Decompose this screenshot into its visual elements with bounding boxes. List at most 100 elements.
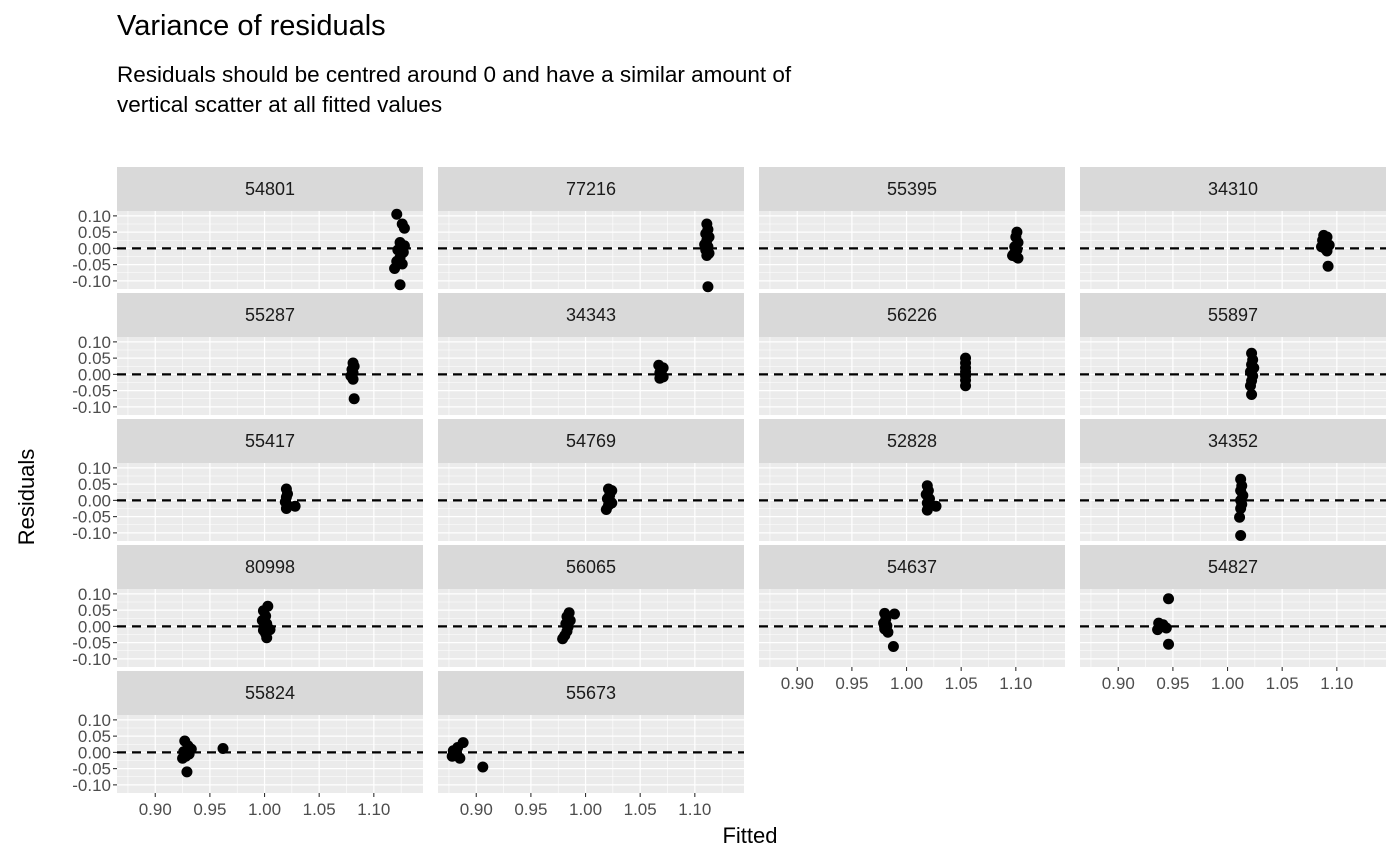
- panel-background: [1080, 337, 1386, 415]
- x-tick-label: 1.10: [357, 800, 390, 819]
- data-point: [889, 608, 901, 620]
- facet-strip: [438, 545, 744, 589]
- facet-panel-80998: 80998 -0.10-0.050.000.050.10: [72, 545, 423, 669]
- facet-panel-34343: 34343: [438, 293, 744, 415]
- facet-strip: [759, 545, 1065, 589]
- x-axis-title: Fitted: [722, 823, 777, 848]
- data-point: [1322, 260, 1334, 272]
- data-point: [1163, 638, 1175, 650]
- facet-strip-label: 52828: [887, 431, 937, 451]
- data-point: [289, 500, 301, 512]
- x-tick-label: 1.10: [999, 674, 1032, 693]
- data-point: [391, 208, 403, 220]
- panel-background: [438, 211, 744, 289]
- data-point: [1235, 503, 1247, 514]
- facet-panel-55287: 55287 -0.10-0.050.000.050.10: [72, 293, 423, 417]
- data-point: [930, 500, 942, 512]
- facet-strip-label: 54801: [245, 179, 295, 199]
- facet-strip-label: 55824: [245, 683, 295, 703]
- facet-strip: [1080, 167, 1386, 211]
- facet-strip-label: 54769: [566, 431, 616, 451]
- y-tick-label: -0.10: [72, 272, 111, 291]
- y-tick-label: -0.10: [72, 650, 111, 669]
- data-point: [181, 766, 193, 778]
- facet-panel-34352: 34352: [1080, 419, 1386, 541]
- facet-strip: [1080, 545, 1386, 589]
- facet-strip-label: 56065: [566, 557, 616, 577]
- facet-strip: [438, 419, 744, 463]
- facet-strip: [759, 293, 1065, 337]
- y-tick-label: 0.10: [78, 459, 111, 478]
- x-tick-label: 0.95: [514, 800, 547, 819]
- y-tick-label: -0.05: [72, 256, 111, 275]
- facet-strip: [117, 167, 423, 211]
- facet-strip: [117, 545, 423, 589]
- data-point: [347, 373, 359, 385]
- x-tick-label: 0.90: [460, 800, 493, 819]
- facet-panel-77216: 77216: [438, 167, 744, 293]
- panel-background: [117, 337, 423, 415]
- y-tick-label: 0.00: [78, 743, 111, 762]
- y-tick-label: 0.10: [78, 585, 111, 604]
- y-tick-label: -0.10: [72, 398, 111, 417]
- panel-background: [759, 463, 1065, 541]
- data-point: [348, 393, 360, 405]
- facet-strip-label: 55417: [245, 431, 295, 451]
- x-tick-label: 0.90: [781, 674, 814, 693]
- facet-panel-55673: 55673 0.90 0.95 1.00 1.05 1.10: [438, 671, 744, 819]
- x-tick-label: 0.90: [139, 800, 172, 819]
- facet-panel-55824: 55824 -0.10-0.050.000.050.10 0.90 0.95 1.00 1…: [72, 671, 423, 819]
- x-tick-label: 1.00: [569, 800, 602, 819]
- data-point: [457, 737, 469, 749]
- y-tick-label: 0.00: [78, 617, 111, 636]
- y-tick-label: 0.05: [78, 727, 111, 746]
- y-tick-label: 0.10: [78, 333, 111, 352]
- y-tick-label: -0.05: [72, 382, 111, 401]
- x-tick-label: 1.00: [1211, 674, 1244, 693]
- facet-strip-label: 54637: [887, 557, 937, 577]
- panel-background: [438, 715, 744, 793]
- y-axis-title: Residuals: [14, 449, 39, 546]
- x-tick-label: 1.05: [1266, 674, 1299, 693]
- x-tick-label: 1.00: [248, 800, 281, 819]
- data-point: [1152, 624, 1164, 636]
- x-tick-label: 1.10: [1320, 674, 1353, 693]
- y-tick-label: 0.10: [78, 207, 111, 226]
- facet-strip: [438, 167, 744, 211]
- facet-strip: [117, 419, 423, 463]
- data-point: [887, 641, 899, 653]
- y-tick-label: -0.10: [72, 776, 111, 795]
- y-tick-label: -0.05: [72, 760, 111, 779]
- x-tick-label: 1.05: [945, 674, 978, 693]
- y-tick-label: 0.00: [78, 491, 111, 510]
- facet-strip: [1080, 293, 1386, 337]
- facet-panel-54801: 54801 -0.10-0.050.000.050.10: [72, 167, 423, 291]
- panel-background: [759, 337, 1065, 415]
- data-point: [217, 742, 229, 754]
- data-point: [1007, 250, 1019, 262]
- panel-background: [438, 337, 744, 415]
- data-point: [398, 240, 410, 252]
- y-tick-label: -0.05: [72, 634, 111, 653]
- facet-strip-label: 55897: [1208, 305, 1258, 325]
- data-point: [1234, 511, 1246, 523]
- facet-strip: [117, 293, 423, 337]
- data-point: [1235, 529, 1247, 541]
- facet-strip-label: 77216: [566, 179, 616, 199]
- y-tick-label: 0.10: [78, 711, 111, 730]
- y-tick-label: -0.10: [72, 524, 111, 543]
- facet-strip-label: 80998: [245, 557, 295, 577]
- facet-strip: [117, 671, 423, 715]
- data-point: [454, 752, 466, 764]
- facet-panel-34310: 34310: [1080, 167, 1386, 289]
- x-tick-label: 1.05: [303, 800, 336, 819]
- panel-background: [438, 589, 744, 667]
- y-tick-label: 0.05: [78, 349, 111, 368]
- data-point: [477, 761, 489, 773]
- panel-background: [1080, 589, 1386, 667]
- x-tick-label: 0.90: [1102, 674, 1135, 693]
- facet-panel-54827: 54827 0.90 0.95 1.00 1.05 1.10: [1080, 545, 1386, 693]
- chart-subtitle: Residuals should be centred around 0 and…: [117, 62, 792, 117]
- facet-panel-55395: 55395: [759, 167, 1065, 289]
